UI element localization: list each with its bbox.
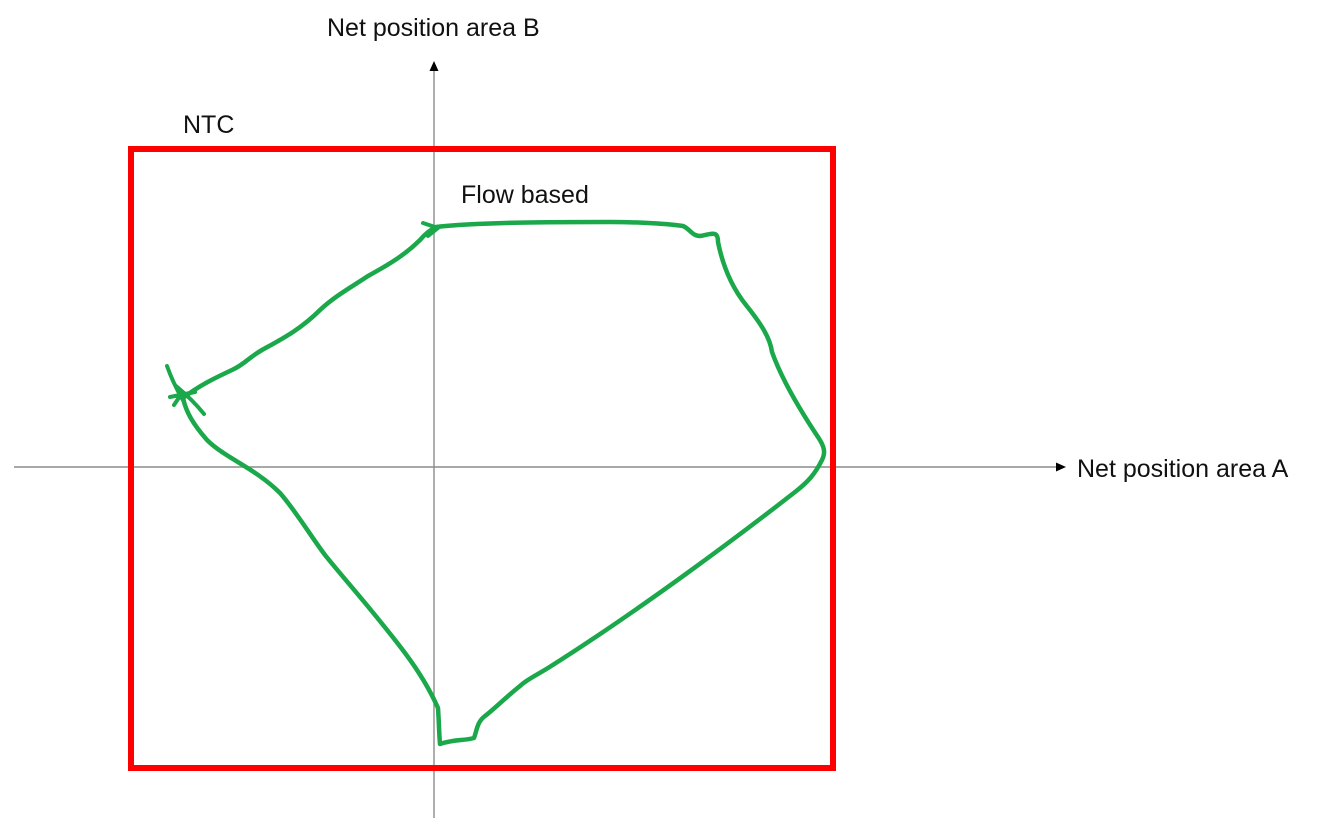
y-axis-arrowhead [429, 61, 439, 71]
flow-based-region [180, 219, 827, 747]
flow-based-label: Flow based [461, 181, 589, 209]
x-axis-label: Net position area A [1077, 455, 1289, 483]
ntc-box [128, 146, 836, 771]
x-axis-arrowhead [1056, 462, 1066, 472]
flow-based-tick-top [421, 221, 440, 238]
ntc-label: NTC [183, 111, 235, 139]
y-axis-label: Net position area B [327, 14, 540, 42]
flow-based-scribble-left [165, 364, 206, 416]
